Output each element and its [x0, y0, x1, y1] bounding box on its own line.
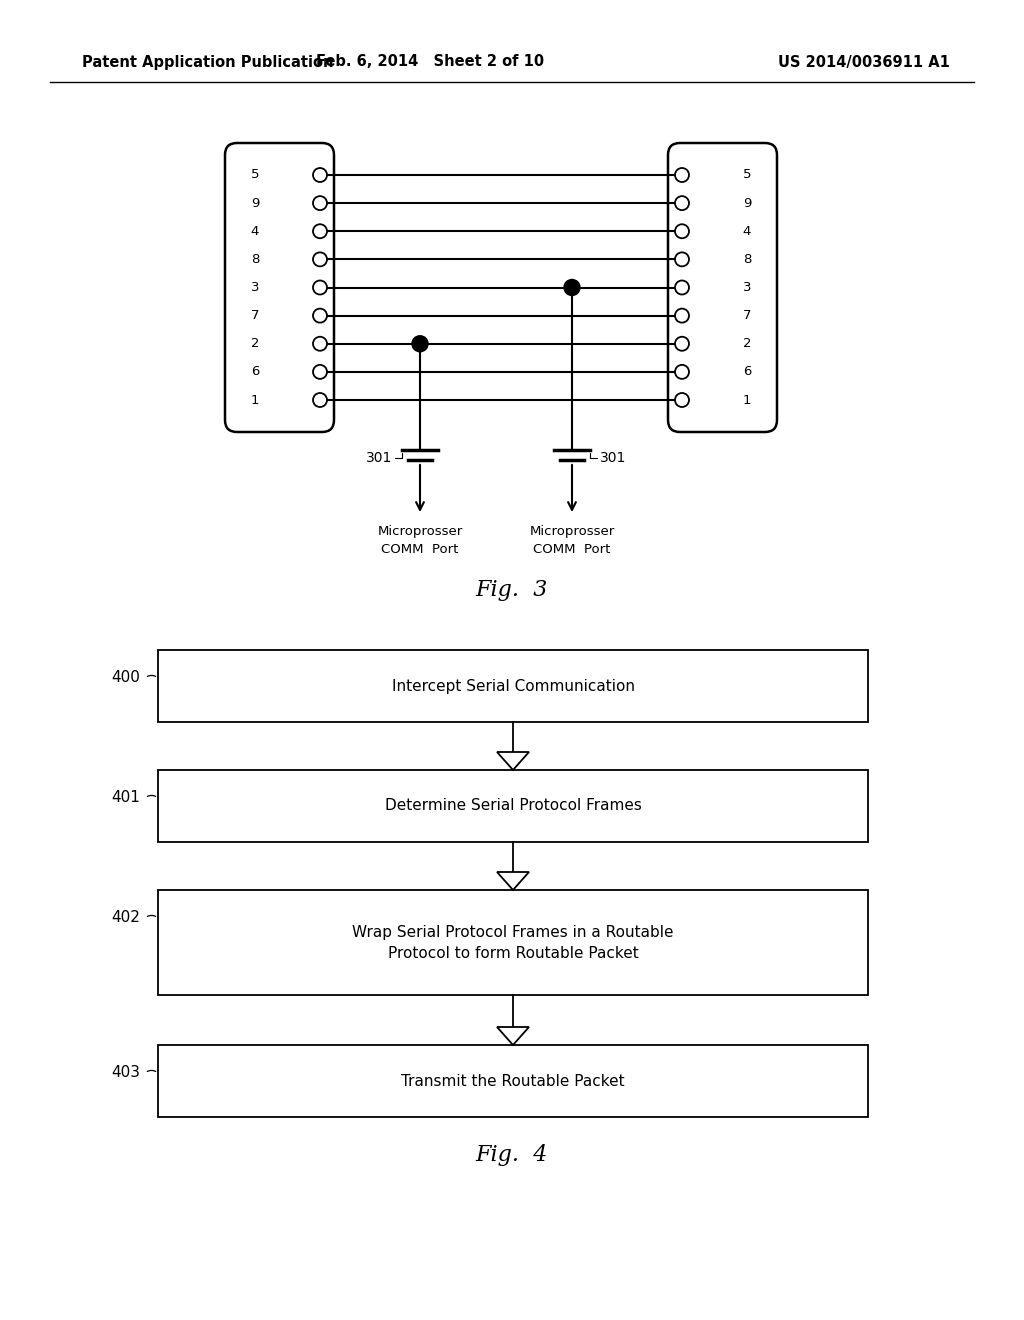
Bar [158, 890, 868, 995]
Polygon shape [497, 1027, 529, 1045]
Circle shape [313, 393, 327, 407]
Text: Transmit the Routable Packet: Transmit the Routable Packet [401, 1073, 625, 1089]
FancyBboxPatch shape [225, 143, 334, 432]
Circle shape [564, 280, 580, 296]
Circle shape [675, 281, 689, 294]
Text: 1: 1 [742, 393, 752, 407]
Bar [158, 1045, 868, 1117]
Text: 9: 9 [251, 197, 259, 210]
Circle shape [313, 364, 327, 379]
Circle shape [675, 168, 689, 182]
Text: 6: 6 [742, 366, 752, 379]
Text: 403: 403 [111, 1065, 140, 1080]
Text: Wrap Serial Protocol Frames in a Routable
Protocol to form Routable Packet: Wrap Serial Protocol Frames in a Routabl… [352, 924, 674, 961]
Circle shape [675, 197, 689, 210]
Circle shape [313, 168, 327, 182]
Text: 3: 3 [742, 281, 752, 294]
Circle shape [675, 309, 689, 322]
Text: 3: 3 [251, 281, 259, 294]
Text: 402: 402 [112, 909, 140, 925]
Text: Fig.  4: Fig. 4 [476, 1144, 548, 1166]
Circle shape [313, 337, 327, 351]
Circle shape [675, 393, 689, 407]
Text: 301: 301 [600, 451, 627, 465]
Circle shape [313, 252, 327, 267]
FancyBboxPatch shape [668, 143, 777, 432]
Text: Microprosser
COMM  Port: Microprosser COMM Port [529, 525, 614, 556]
Circle shape [313, 281, 327, 294]
Text: 400: 400 [112, 671, 140, 685]
Text: 5: 5 [742, 169, 752, 181]
Circle shape [675, 224, 689, 238]
Circle shape [675, 337, 689, 351]
Text: 8: 8 [251, 253, 259, 265]
Text: 6: 6 [251, 366, 259, 379]
Text: 4: 4 [742, 224, 752, 238]
Circle shape [313, 224, 327, 238]
Text: 2: 2 [251, 337, 259, 350]
Text: Patent Application Publication: Patent Application Publication [82, 54, 334, 70]
Polygon shape [497, 873, 529, 890]
Text: 401: 401 [112, 789, 140, 805]
Text: 5: 5 [251, 169, 259, 181]
Text: 1: 1 [251, 393, 259, 407]
Circle shape [412, 335, 428, 351]
Text: Fig.  3: Fig. 3 [476, 579, 548, 601]
Bar [158, 649, 868, 722]
Circle shape [313, 197, 327, 210]
Text: 7: 7 [251, 309, 259, 322]
Bar [158, 770, 868, 842]
Polygon shape [497, 752, 529, 770]
Text: 4: 4 [251, 224, 259, 238]
Text: 301: 301 [366, 451, 392, 465]
Text: 9: 9 [742, 197, 752, 210]
Text: Feb. 6, 2014   Sheet 2 of 10: Feb. 6, 2014 Sheet 2 of 10 [316, 54, 544, 70]
Text: 8: 8 [742, 253, 752, 265]
Text: Intercept Serial Communication: Intercept Serial Communication [391, 678, 635, 693]
Text: Determine Serial Protocol Frames: Determine Serial Protocol Frames [385, 799, 641, 813]
Circle shape [675, 252, 689, 267]
Circle shape [313, 309, 327, 322]
Text: US 2014/0036911 A1: US 2014/0036911 A1 [778, 54, 950, 70]
Text: 2: 2 [742, 337, 752, 350]
Circle shape [675, 364, 689, 379]
Text: Microprosser
COMM  Port: Microprosser COMM Port [378, 525, 463, 556]
Text: 7: 7 [742, 309, 752, 322]
